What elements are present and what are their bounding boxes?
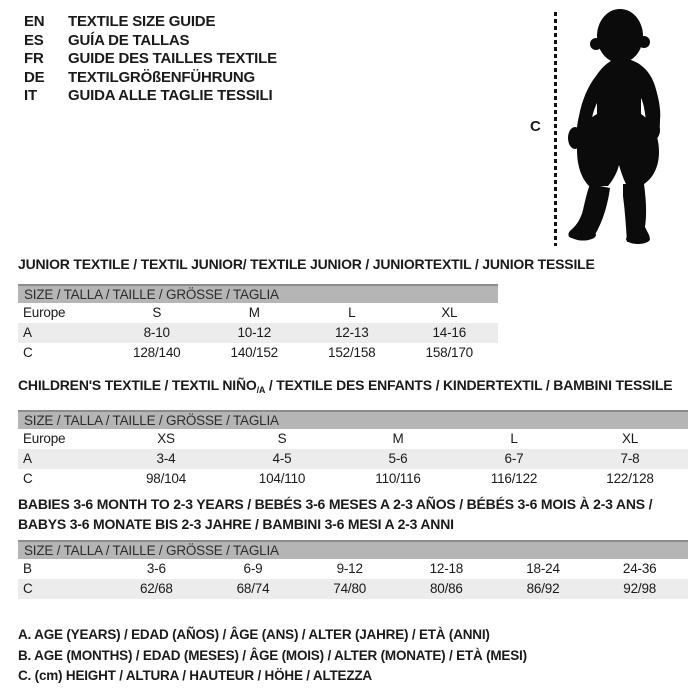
language-title: GUIDA ALLE TAGLIE TESSILI	[68, 87, 273, 105]
size-cell: 122/128	[606, 471, 654, 486]
note-b: B. AGE (MONTHS) / EDAD (MESES) / ÂGE (MO…	[18, 647, 527, 663]
table-row-age: A 8-10 10-12 12-13 14-16	[18, 323, 498, 343]
babies-size-table: SIZE / TALLA / TAILLE / GRÖSSE / TAGLIA …	[18, 540, 688, 599]
row-label: C	[23, 581, 33, 596]
size-cell: 128/140	[133, 345, 181, 360]
size-cell: 5-6	[388, 451, 408, 466]
measure-c-label: C	[530, 118, 541, 135]
language-title: TEXTILE SIZE GUIDE	[68, 13, 216, 30]
row-label: Europe	[23, 431, 66, 446]
size-cell: S	[277, 431, 287, 446]
table-row-height: C 98/104 104/110 110/116 116/122 122/128	[18, 469, 688, 489]
children-size-table: SIZE / TALLA / TAILLE / GRÖSSE / TAGLIA …	[18, 410, 688, 489]
size-cell: 6-7	[504, 451, 524, 466]
size-cell: 24-36	[622, 561, 657, 576]
section-junior: JUNIOR TEXTILE / TEXTIL JUNIOR/ TEXTILE …	[18, 254, 595, 363]
size-cell: 7-8	[620, 451, 640, 466]
language-code: FR	[24, 50, 44, 68]
size-header-bar: SIZE / TALLA / TAILLE / GRÖSSE / TAGLIA	[18, 410, 688, 429]
size-cell: 86/92	[526, 581, 560, 596]
size-cell: XL	[621, 431, 639, 446]
dashed-measure-line	[554, 12, 557, 246]
size-cell: 110/116	[375, 471, 421, 486]
size-cell: XL	[441, 305, 458, 320]
table-row-age: A 3-4 4-5 5-6 6-7 7-8	[18, 449, 688, 469]
section-title-babies-line1: BABIES 3-6 MONTH TO 2-3 YEARS / BEBÉS 3-…	[18, 496, 653, 512]
size-cell: 152/158	[328, 345, 376, 360]
size-cell: 12-18	[429, 561, 464, 576]
language-code: IT	[24, 87, 37, 105]
table-row-europe: Europe S M L XL	[18, 303, 498, 323]
size-cell: 104/110	[258, 471, 306, 486]
language-code: EN	[24, 13, 45, 30]
size-cell: 74/80	[333, 581, 367, 596]
row-label: C	[23, 345, 33, 360]
size-cell: 92/98	[623, 581, 657, 596]
size-cell: 68/74	[236, 581, 270, 596]
size-cell: 62/68	[139, 581, 173, 596]
size-header-bar: SIZE / TALLA / TAILLE / GRÖSSE / TAGLIA	[18, 284, 498, 303]
size-cell: 6-9	[243, 561, 263, 576]
language-row: DE TEXTILGRÖßENFÜHRUNG	[24, 69, 277, 88]
measure-figure: C	[528, 6, 698, 252]
size-cell: 158/170	[425, 345, 474, 360]
title-subscript: /A	[256, 385, 266, 395]
note-a: A. AGE (YEARS) / EDAD (AÑOS) / ÂGE (ANS)…	[18, 627, 490, 642]
section-title-junior: JUNIOR TEXTILE / TEXTIL JUNIOR/ TEXTILE …	[18, 256, 595, 272]
size-cell: 98/104	[145, 471, 187, 486]
language-row: IT GUIDA ALLE TAGLIE TESSILI	[24, 87, 277, 106]
size-cell: M	[392, 431, 404, 446]
size-cell: L	[348, 305, 356, 320]
language-row: ES GUÍA DE TALLAS	[24, 32, 277, 51]
note-c: C. (cm) HEIGHT / ALTURA / HAUTEUR / HÖHE…	[18, 668, 372, 683]
row-label: C	[23, 471, 33, 486]
language-list: EN TEXTILE SIZE GUIDE ES GUÍA DE TALLAS …	[24, 13, 277, 106]
size-cell: 3-4	[156, 451, 176, 466]
section-babies: BABIES 3-6 MONTH TO 2-3 YEARS / BEBÉS 3-…	[18, 494, 688, 599]
section-children: CHILDREN'S TEXTILE / TEXTIL NIÑO/A / TEX…	[18, 375, 688, 489]
language-title: GUIDE DES TAILLES TEXTILE	[68, 50, 277, 68]
table-row-height: C 128/140 140/152 152/158 158/170	[18, 343, 498, 363]
row-label: Europe	[23, 305, 66, 320]
language-row: EN TEXTILE SIZE GUIDE	[24, 13, 277, 32]
size-cell: 18-24	[526, 561, 560, 576]
row-label: A	[23, 325, 32, 340]
size-cell: 14-16	[432, 325, 467, 340]
size-cell: 8-10	[143, 325, 170, 340]
size-cell: L	[510, 431, 518, 446]
size-cell: XS	[157, 431, 175, 446]
size-cell: M	[248, 305, 260, 320]
legend-notes: A. AGE (YEARS) / EDAD (AÑOS) / ÂGE (ANS)…	[18, 625, 527, 687]
section-title-babies-line2: BABYS 3-6 MONATE BIS 2-3 JAHRE / BAMBINI…	[18, 516, 454, 532]
row-label: A	[23, 451, 32, 466]
junior-size-table: SIZE / TALLA / TAILLE / GRÖSSE / TAGLIA …	[18, 284, 498, 363]
size-cell: 12-13	[334, 325, 369, 340]
row-label: B	[23, 561, 32, 576]
size-cell: 9-12	[336, 561, 363, 576]
language-title: GUÍA DE TALLAS	[68, 31, 190, 49]
section-title-children: CHILDREN'S TEXTILE / TEXTIL NIÑO/A / TEX…	[18, 375, 688, 400]
table-row-months: B 3-6 6-9 9-12 12-18 18-24 24-36	[18, 559, 688, 579]
language-title: TEXTILGRÖßENFÜHRUNG	[68, 68, 256, 86]
table-row-height: C 62/68 68/74 74/80 80/86 86/92 92/98	[18, 579, 688, 599]
language-row: FR GUIDE DES TAILLES TEXTILE	[24, 50, 277, 69]
size-cell: 116/122	[490, 471, 538, 486]
title-part: CHILDREN'S TEXTILE / TEXTIL NIÑO	[18, 377, 257, 393]
table-row-europe: Europe XS S M L XL	[18, 429, 688, 449]
size-cell: 140/152	[230, 345, 279, 360]
toddler-silhouette	[568, 9, 661, 244]
size-cell: S	[152, 305, 162, 320]
size-cell: 10-12	[237, 325, 272, 340]
size-cell: 3-6	[146, 561, 166, 576]
language-code: DE	[24, 68, 45, 86]
size-cell: 80/86	[429, 581, 463, 596]
size-header-bar: SIZE / TALLA / TAILLE / GRÖSSE / TAGLIA	[18, 540, 688, 559]
size-cell: 4-5	[272, 451, 292, 466]
title-part: / TEXTILE DES ENFANTS / KINDERTEXTIL / B…	[265, 377, 673, 393]
language-code: ES	[24, 31, 44, 49]
